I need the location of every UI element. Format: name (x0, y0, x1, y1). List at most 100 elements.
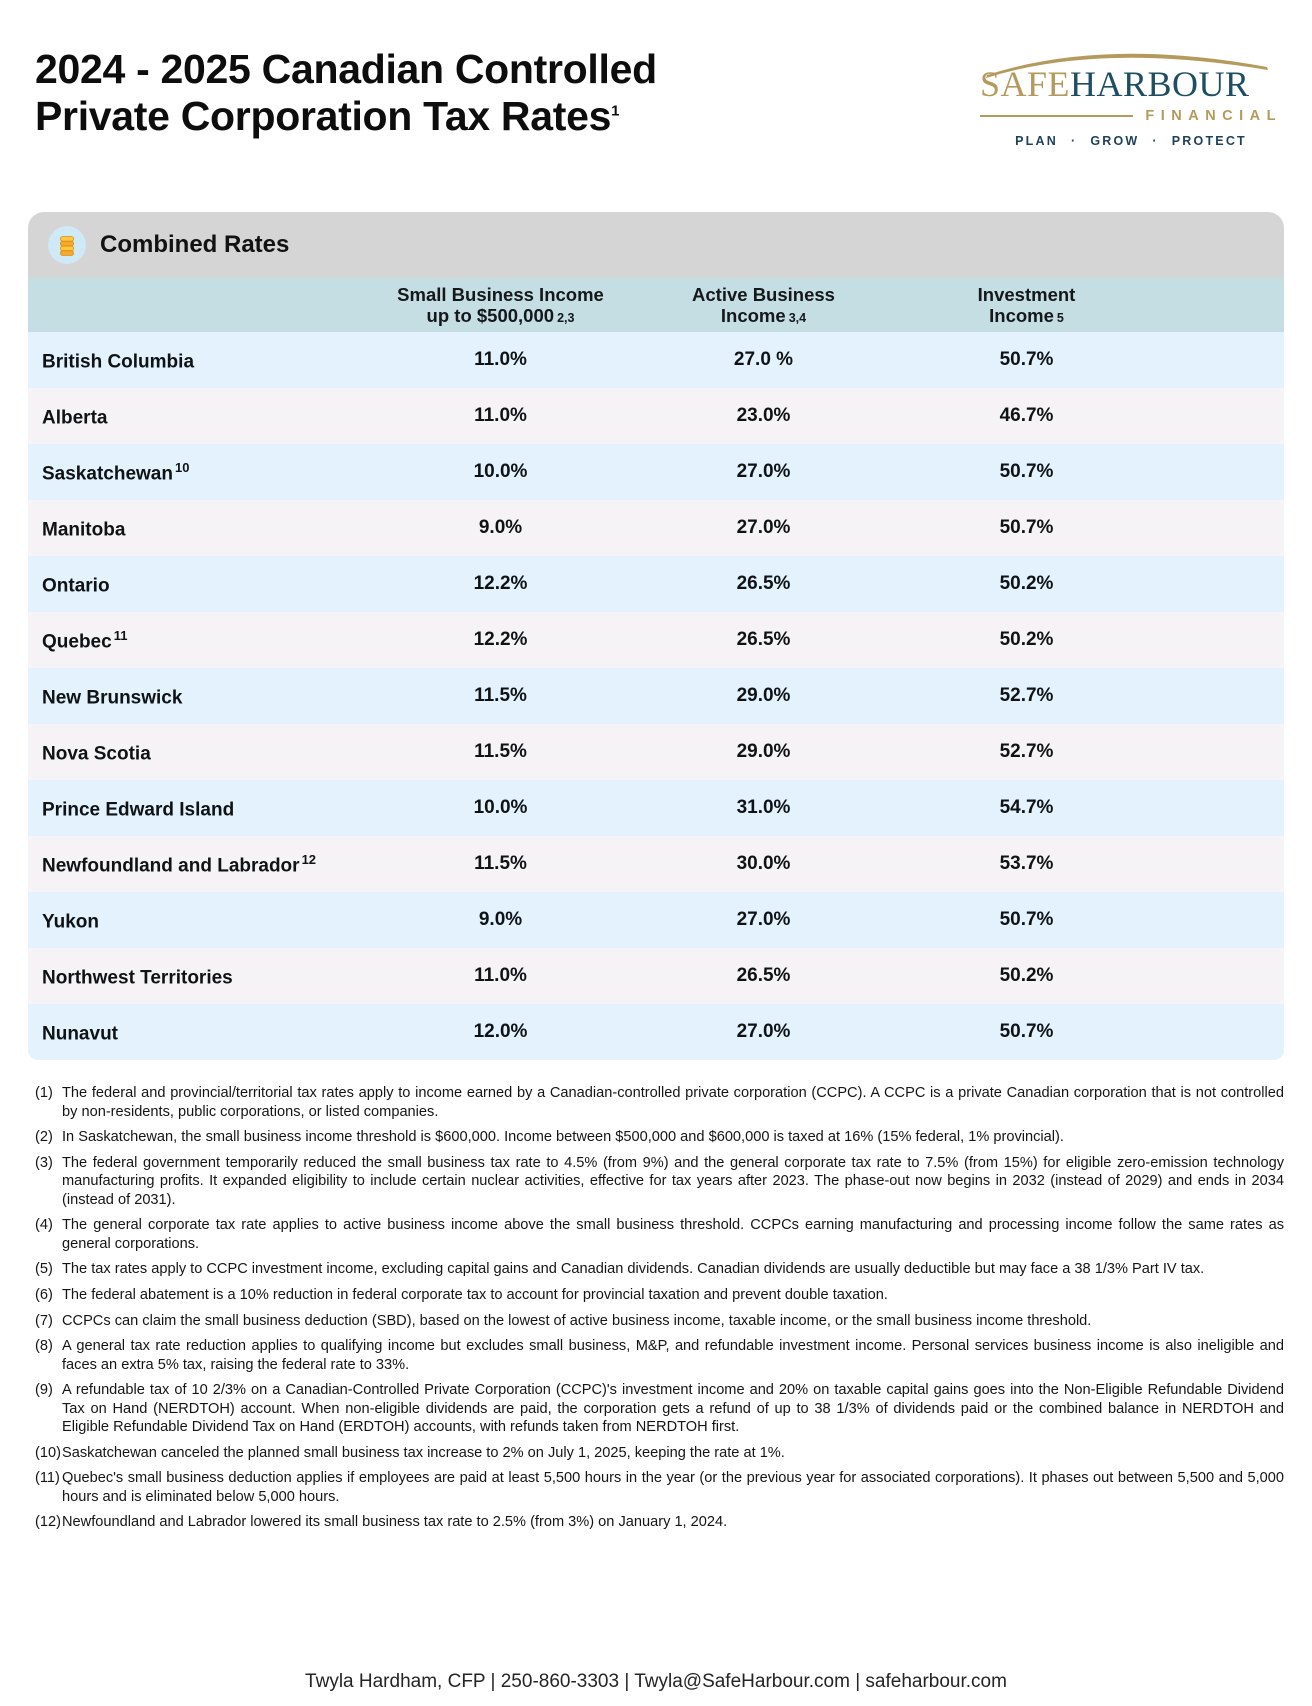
tagline-grow: GROW (1090, 134, 1140, 149)
footnote-number: (2) (35, 1129, 53, 1146)
province-cell: Manitoba (28, 516, 369, 541)
footer-contact: Twyla Hardham, CFP | 250-860-3303 | Twyl… (305, 1671, 1007, 1692)
column-footnote-refs: 3,4 (788, 311, 807, 326)
footnote-item: (8) A general tax rate reduction applies… (35, 1337, 1284, 1374)
footnote-item: (9) A refundable tax of 10 2/3% on a Can… (35, 1381, 1284, 1437)
title-line1: 2024 - 2025 Canadian Controlled (35, 46, 657, 92)
footnote-item: (12) Newfoundland and Labrador lowered i… (35, 1513, 1284, 1532)
logo-financial-row: FINANCIAL (980, 108, 1282, 124)
active-business-rate: 26.5% (736, 573, 791, 595)
active-business-rate: 29.0% (736, 741, 791, 763)
small-business-rate: 12.2% (473, 629, 528, 651)
tagline-dot: · (1070, 134, 1078, 149)
table-row: British Columbia 11.0% 27.0 % 50.7% (28, 332, 1284, 389)
logo-financial-label: FINANCIAL (1145, 108, 1282, 125)
coin-stack-icon (48, 226, 86, 265)
province-name: Nova Scotia (42, 742, 151, 764)
footnote-item: (4) The general corporate tax rate appli… (35, 1216, 1284, 1253)
logo-arc-swoosh (986, 53, 1268, 78)
logo-divider-line (980, 115, 1134, 118)
footnote-text: Quebec's small business deduction applie… (62, 1470, 1284, 1505)
footnote-item: (1) The federal and provincial/territori… (35, 1084, 1284, 1121)
footnote-item: (6) The federal abatement is a 10% reduc… (35, 1286, 1284, 1305)
footnote-number: (12) (35, 1514, 61, 1531)
province-cell: Newfoundland and Labrador 12 (28, 852, 369, 877)
active-business-rate: 27.0% (736, 909, 791, 931)
table-row: Newfoundland and Labrador 12 11.5% 30.0% … (28, 836, 1284, 893)
province-footnote-ref: 11 (113, 627, 128, 643)
small-business-column-header: Small Business Income up to $500,000 2,3 (397, 283, 604, 327)
small-business-rate: 11.0% (474, 405, 527, 427)
active-business-rate: 29.0% (736, 685, 791, 707)
small-business-rate: 9.0% (478, 909, 523, 931)
active-business-rate: 31.0% (736, 797, 791, 819)
province-cell: Alberta (28, 404, 369, 429)
province-cell: Northwest Territories (28, 964, 369, 989)
small-business-rate: 11.5% (474, 853, 527, 875)
footnote-number: (11) (35, 1470, 60, 1487)
footnote-number: (9) (35, 1382, 53, 1399)
province-cell: Prince Edward Island (28, 796, 369, 821)
combined-rates-section: Combined Rates Small Business Income up … (28, 212, 1284, 1061)
footnote-number: (3) (35, 1154, 53, 1171)
section-title: Combined Rates (100, 231, 290, 259)
table-row: Saskatchewan 10 10.0% 27.0% 50.7% (28, 444, 1284, 501)
logo-word-safe: SAFE (980, 64, 1071, 104)
logo-wordmark: SAFEHARBOUR (980, 63, 1282, 106)
table-row: Prince Edward Island 10.0% 31.0% 54.7% (28, 780, 1284, 837)
footnote-text: CCPCs can claim the small business deduc… (62, 1312, 1092, 1329)
footnote-number: (5) (35, 1261, 53, 1278)
small-business-rate: 11.5% (474, 741, 527, 763)
table-row: Nunavut 12.0% 27.0% 50.7% (28, 1004, 1284, 1061)
tagline-dot: · (1152, 134, 1159, 149)
province-name: Alberta (42, 406, 108, 428)
table-row: Quebec 11 12.2% 26.5% 50.2% (28, 612, 1284, 669)
footnote-number: (7) (35, 1312, 53, 1329)
small-business-rate: 11.0% (474, 965, 527, 987)
province-name: Prince Edward Island (42, 798, 235, 820)
province-footnote-ref: 10 (174, 459, 190, 475)
active-business-rate: 30.0% (736, 853, 791, 875)
logo-tagline: PLAN · GROW · PROTECT (980, 134, 1282, 148)
column-footnote-refs: 2,3 (557, 311, 575, 326)
table-row: Ontario 12.2% 26.5% 50.2% (28, 556, 1284, 613)
logo-word-harbour: HARBOUR (1070, 64, 1250, 104)
table-row: Alberta 11.0% 23.0% 46.7% (28, 388, 1284, 445)
footnote-text: The federal and provincial/territorial t… (62, 1085, 1284, 1120)
investment-rate: 50.7% (999, 461, 1054, 483)
active-business-rate: 27.0% (736, 517, 791, 539)
footnote-text: The federal abatement is a 10% reduction… (62, 1286, 888, 1303)
investment-rate: 53.7% (999, 853, 1054, 875)
investment-rate: 46.7% (999, 405, 1054, 427)
investment-rate: 50.7% (999, 517, 1054, 539)
active-business-rate: 26.5% (736, 965, 791, 987)
small-business-rate: 11.5% (474, 685, 527, 707)
province-cell: Ontario (28, 572, 369, 597)
active-business-rate: 27.0% (736, 461, 791, 483)
footnotes-list: (1) The federal and provincial/territori… (35, 1084, 1284, 1532)
footnote-text: The tax rates apply to CCPC investment i… (62, 1261, 1205, 1278)
footnote-text: In Saskatchewan, the small business inco… (62, 1129, 1064, 1146)
column-footnote-refs: 5 (1056, 311, 1064, 326)
small-business-rate: 9.0% (478, 517, 523, 539)
active-business-rate: 27.0% (736, 1021, 791, 1043)
active-business-rate: 26.5% (736, 629, 791, 651)
province-footnote-ref: 12 (301, 851, 317, 867)
province-name: Northwest Territories (42, 966, 233, 988)
footnote-text: Newfoundland and Labrador lowered its sm… (62, 1514, 728, 1531)
section-header-band: Combined Rates (28, 212, 1284, 279)
investment-rate: 50.2% (999, 965, 1054, 987)
footnote-text: A general tax rate reduction applies to … (62, 1338, 1284, 1373)
province-cell: Nunavut (28, 1020, 369, 1045)
tagline-protect: PROTECT (1171, 134, 1247, 149)
footnote-number: (10) (35, 1444, 61, 1461)
small-business-rate: 12.2% (473, 573, 528, 595)
table-row: Northwest Territories 11.0% 26.5% 50.2% (28, 948, 1284, 1005)
small-business-rate: 10.0% (473, 797, 528, 819)
province-name: New Brunswick (42, 686, 183, 708)
footnote-item: (5) The tax rates apply to CCPC investme… (35, 1260, 1284, 1279)
province-name: Nunavut (42, 1022, 118, 1044)
footnote-number: (4) (35, 1217, 53, 1234)
table-header-row: Small Business Income up to $500,000 2,3 … (28, 278, 1284, 333)
province-name: Yukon (42, 910, 100, 932)
